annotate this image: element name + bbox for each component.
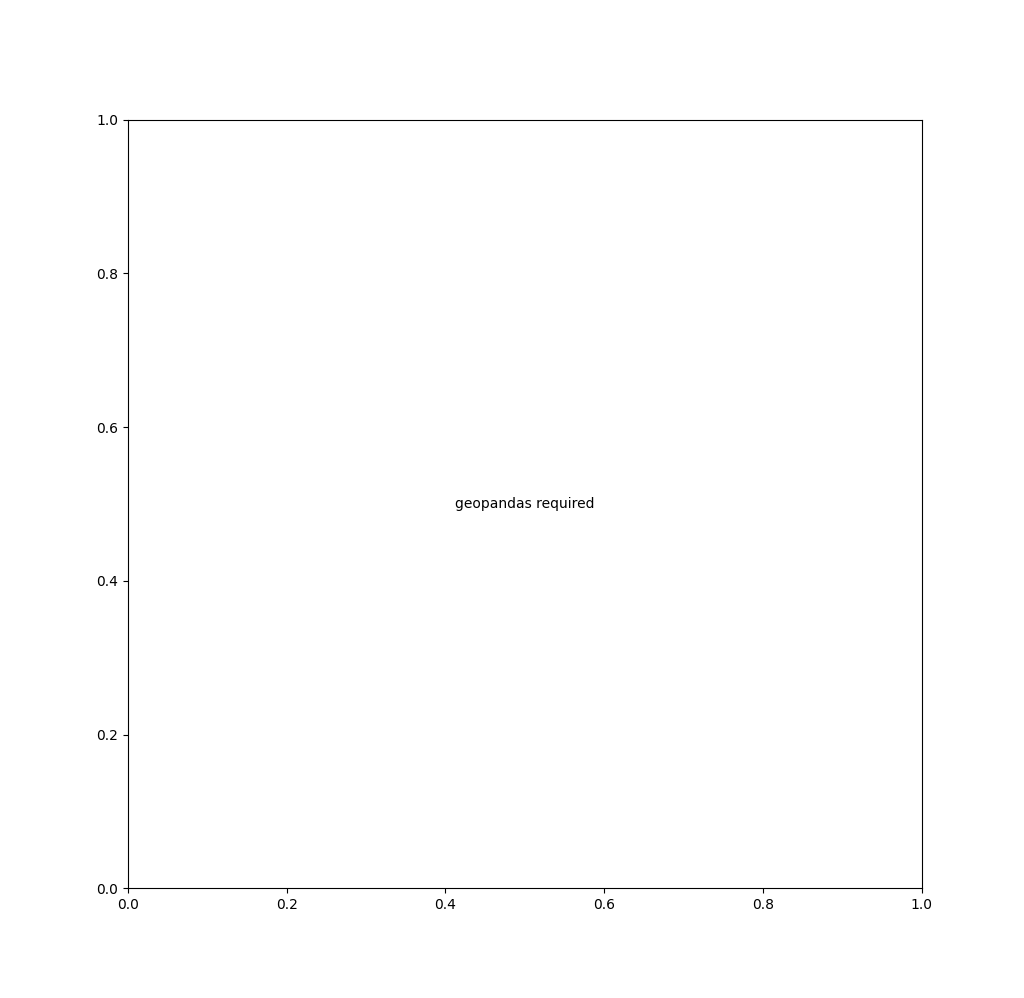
Text: geopandas required: geopandas required [455,497,595,511]
